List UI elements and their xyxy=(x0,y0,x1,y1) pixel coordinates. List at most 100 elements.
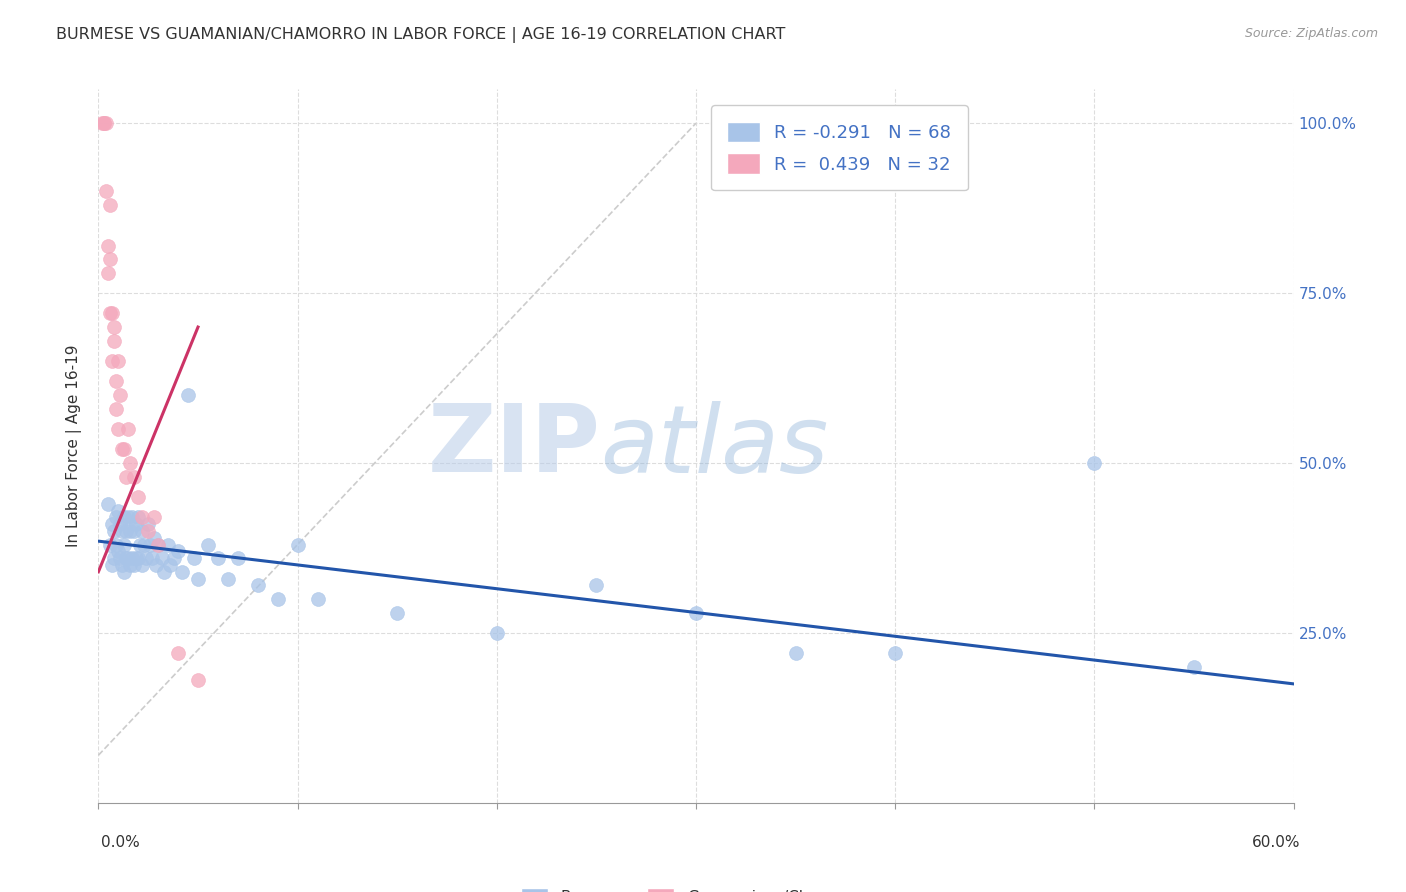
Point xyxy=(112,442,135,457)
Point xyxy=(100,306,122,320)
Point xyxy=(110,551,132,566)
Point xyxy=(145,558,167,572)
Point xyxy=(167,544,190,558)
Point xyxy=(107,544,129,558)
Point xyxy=(97,497,120,511)
Point xyxy=(105,375,128,389)
Point xyxy=(117,551,139,566)
Point xyxy=(121,551,143,566)
Point xyxy=(124,469,146,483)
Point xyxy=(197,537,219,551)
Point xyxy=(111,524,134,538)
Point xyxy=(183,551,205,566)
Point xyxy=(143,510,166,524)
Point xyxy=(117,510,139,524)
Point xyxy=(115,551,138,566)
Point xyxy=(485,626,508,640)
Point xyxy=(136,517,159,532)
Point xyxy=(207,551,229,566)
Point xyxy=(120,558,142,572)
Point xyxy=(105,401,128,416)
Point xyxy=(163,551,186,566)
Point xyxy=(148,537,170,551)
Point xyxy=(172,565,194,579)
Point xyxy=(167,646,190,660)
Text: BURMESE VS GUAMANIAN/CHAMORRO IN LABOR FORCE | AGE 16-19 CORRELATION CHART: BURMESE VS GUAMANIAN/CHAMORRO IN LABOR F… xyxy=(56,27,786,43)
Point xyxy=(120,524,142,538)
Point xyxy=(124,558,146,572)
Point xyxy=(105,537,128,551)
Point xyxy=(217,572,239,586)
Point xyxy=(125,551,148,566)
Point xyxy=(107,503,129,517)
Point xyxy=(884,646,907,660)
Point xyxy=(96,184,118,198)
Point xyxy=(100,537,122,551)
Point xyxy=(1083,456,1105,470)
Point xyxy=(111,558,134,572)
Point xyxy=(136,524,159,538)
Point xyxy=(127,510,149,524)
Text: ZIP: ZIP xyxy=(427,400,600,492)
Point xyxy=(103,320,125,334)
Point xyxy=(121,510,143,524)
Point xyxy=(131,558,153,572)
Point xyxy=(127,490,149,504)
Point xyxy=(131,524,153,538)
Point xyxy=(103,334,125,348)
Point xyxy=(125,517,148,532)
Point xyxy=(96,116,118,130)
Point xyxy=(187,673,209,688)
Point xyxy=(267,591,290,606)
Point xyxy=(124,524,146,538)
Point xyxy=(97,266,120,280)
Point xyxy=(115,469,138,483)
Point xyxy=(143,531,166,545)
Point xyxy=(112,565,135,579)
Point xyxy=(101,306,124,320)
Point xyxy=(148,537,170,551)
Point xyxy=(246,578,269,592)
Point xyxy=(91,116,114,130)
Point xyxy=(127,551,149,566)
Point xyxy=(100,252,122,266)
Point xyxy=(103,551,125,566)
Point xyxy=(159,558,181,572)
Point xyxy=(131,510,153,524)
Point xyxy=(97,238,120,252)
Point xyxy=(785,646,807,660)
Point xyxy=(134,537,156,551)
Point xyxy=(1182,660,1205,674)
Point xyxy=(153,565,176,579)
Point xyxy=(105,510,128,524)
Point xyxy=(107,354,129,368)
Point xyxy=(93,116,115,130)
Point xyxy=(117,422,139,436)
Point xyxy=(120,456,142,470)
Text: atlas: atlas xyxy=(600,401,828,491)
Point xyxy=(157,537,180,551)
Legend: Burmese, Guamanians/Chamorros: Burmese, Guamanians/Chamorros xyxy=(515,882,877,892)
Point xyxy=(226,551,249,566)
Point xyxy=(101,558,124,572)
Point xyxy=(129,537,152,551)
Point xyxy=(110,388,132,402)
Point xyxy=(187,572,209,586)
Point xyxy=(112,537,135,551)
Text: 0.0%: 0.0% xyxy=(101,836,141,850)
Point xyxy=(103,524,125,538)
Point xyxy=(287,537,309,551)
Point xyxy=(307,591,329,606)
Point xyxy=(385,606,409,620)
Y-axis label: In Labor Force | Age 16-19: In Labor Force | Age 16-19 xyxy=(66,344,83,548)
Point xyxy=(112,510,135,524)
Text: Source: ZipAtlas.com: Source: ZipAtlas.com xyxy=(1244,27,1378,40)
Point xyxy=(141,551,163,566)
Point xyxy=(585,578,607,592)
Point xyxy=(177,388,200,402)
Point xyxy=(685,606,707,620)
Point xyxy=(101,517,124,532)
Point xyxy=(93,116,115,130)
Point xyxy=(107,422,129,436)
Point xyxy=(111,442,134,457)
